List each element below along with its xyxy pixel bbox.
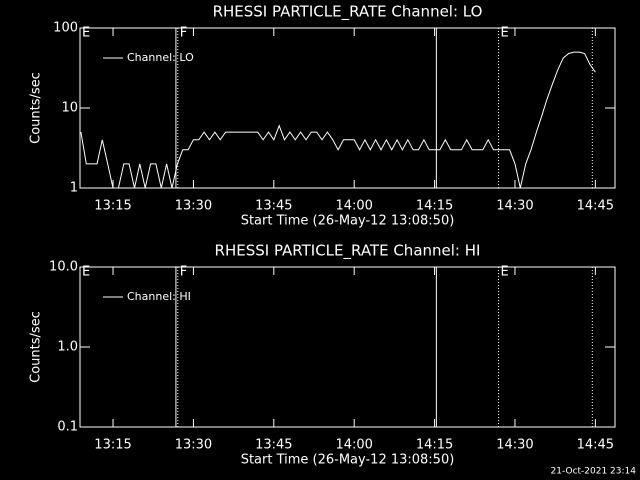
legend-label: Channel: LO: [127, 51, 194, 64]
x-tick-label: 14:15: [416, 438, 453, 453]
x-tick-label: 14:30: [496, 199, 533, 214]
x-tick-label: 13:45: [255, 199, 292, 214]
event-label: E: [501, 26, 509, 41]
x-tick-label: 13:45: [255, 438, 292, 453]
event-label: E: [501, 265, 509, 280]
y-tick-label: 100: [53, 21, 78, 36]
x-tick-label: 14:45: [577, 199, 614, 214]
x-tick-label: 13:30: [175, 199, 212, 214]
x-tick-label: 13:15: [94, 199, 131, 214]
footer: 21-Oct-2021 23:14: [551, 467, 637, 477]
event-label: F: [180, 265, 187, 280]
chart-panel: RHESSI PARTICLE_RATE Channel: LO Counts/s…: [29, 3, 616, 229]
x-tick-label: 14:00: [335, 438, 372, 453]
x-axis-label: Start Time (26-May-12 13:08:50): [241, 453, 455, 468]
y-axis-label: Counts/sec: [29, 311, 44, 383]
y-tick-label: 1.0: [57, 340, 78, 355]
y-axis-label: Counts/sec: [29, 72, 44, 144]
x-tick-label: 14:30: [496, 438, 533, 453]
chart-panel: RHESSI PARTICLE_RATE Channel: HI Counts/s…: [29, 242, 616, 468]
y-tick-label: 10: [61, 101, 78, 116]
x-tick-label: 14:00: [335, 199, 372, 214]
x-tick-label: 13:15: [94, 438, 131, 453]
legend-label: Channel: HI: [127, 290, 191, 303]
y-tick-label: 0.1: [57, 420, 78, 435]
x-axis-label: Start Time (26-May-12 13:08:50): [241, 214, 455, 229]
data-line: [80, 51, 596, 188]
x-tick-label: 14:15: [416, 199, 453, 214]
y-tick-label: 10.0: [49, 260, 78, 275]
event-label: E: [82, 265, 90, 280]
y-tick-label: 1: [70, 181, 78, 196]
x-tick-label: 13:30: [175, 438, 212, 453]
x-tick-label: 14:45: [577, 438, 614, 453]
event-label: E: [82, 26, 90, 41]
chart-title: RHESSI PARTICLE_RATE Channel: HI: [215, 242, 481, 261]
chart-title: RHESSI PARTICLE_RATE Channel: LO: [213, 3, 483, 22]
event-label: F: [180, 26, 187, 41]
